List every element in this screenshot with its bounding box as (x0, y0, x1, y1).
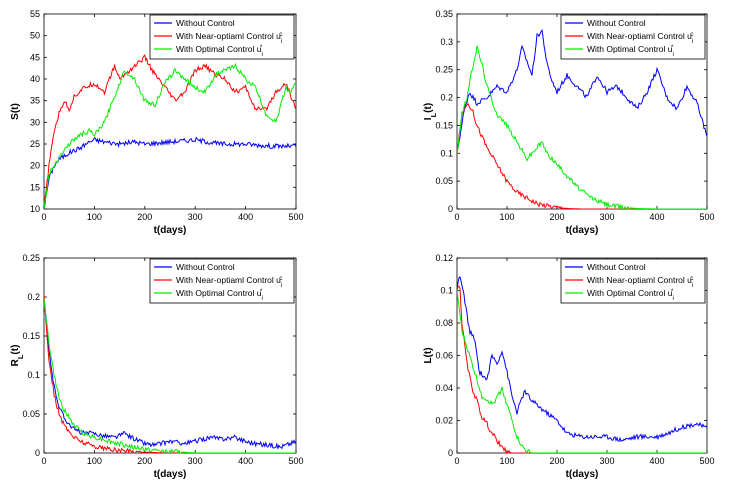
y-tick-label: 0.05 (22, 409, 40, 419)
series-line (44, 62, 296, 209)
legend-box (560, 14, 706, 60)
y-tick-label: 0.02 (435, 416, 453, 426)
y-tick-label: 15 (30, 182, 40, 192)
legend-entry: With Near-optiaml Control uic (587, 275, 694, 289)
series-line (457, 285, 707, 453)
y-tick-label: 10 (30, 204, 40, 214)
legend-entry: With Near-optiaml Control uic (176, 31, 283, 45)
y-tick-label: 0.2 (27, 292, 40, 302)
x-tick-label: 0 (454, 456, 459, 466)
legend-entry: Without Control (176, 262, 235, 272)
series-line (44, 54, 296, 209)
y-tick-label: 0.04 (435, 383, 453, 393)
x-tick-label: 300 (188, 212, 203, 222)
x-tick-label: 100 (87, 456, 102, 466)
y-tick-label: 0.3 (440, 37, 453, 47)
series-line (457, 28, 707, 152)
y-tick-label: 0.1 (440, 286, 453, 296)
series-line (457, 45, 707, 209)
x-axis-label: t(days) (154, 225, 187, 236)
series-line (44, 295, 296, 453)
x-tick-label: 400 (649, 212, 664, 222)
panel-susceptible-S: 0 100 200 300 400 500 10 15 20 25 30 35 40 45 50 55 t(da… (10, 9, 304, 236)
y-tick-label: 0.06 (435, 351, 453, 361)
legend-box (560, 258, 706, 304)
panel-latent-L: 0 100 200 300 400 500 0 0.02 0.04 0.06 0.08 0.1 0.12… (423, 253, 715, 480)
legend-entry: With Optimal Control ui* (587, 44, 674, 58)
y-axis-label: RL(t) (10, 345, 25, 367)
legend-entry: Without Control (587, 18, 646, 28)
x-tick-label: 200 (549, 212, 564, 222)
x-tick-label: 300 (599, 456, 614, 466)
legend-entry: With Optimal Control ui* (587, 288, 674, 302)
x-tick-label: 0 (454, 212, 459, 222)
legend-entry: Without Control (176, 18, 235, 28)
x-tick-label: 100 (499, 212, 514, 222)
legend-box (149, 14, 295, 60)
x-tick-label: 300 (188, 456, 203, 466)
y-tick-label: 0.25 (435, 65, 453, 75)
x-tick-label: 500 (699, 212, 714, 222)
legend-box (149, 258, 295, 304)
y-tick-label: 0.12 (435, 253, 453, 263)
legend-entry: Without Control (587, 262, 646, 272)
x-tick-label: 400 (238, 212, 253, 222)
series-line (44, 298, 296, 453)
x-axis-label: t(days) (566, 225, 599, 236)
x-tick-label: 500 (699, 456, 714, 466)
y-tick-label: 0.1 (27, 370, 40, 380)
series-line (44, 136, 296, 209)
y-tick-label: 40 (30, 74, 40, 84)
series-line (457, 288, 707, 453)
x-tick-label: 200 (137, 456, 152, 466)
y-tick-label: 0 (35, 448, 40, 458)
x-tick-label: 100 (87, 212, 102, 222)
y-tick-label: 0 (448, 204, 453, 214)
x-tick-label: 200 (549, 456, 564, 466)
legend-entry: With Optimal Control ui* (176, 288, 263, 302)
legend-entry: With Optimal Control ui* (176, 44, 263, 58)
y-tick-label: 55 (30, 9, 40, 19)
y-tick-label: 35 (30, 96, 40, 106)
y-tick-label: 45 (30, 52, 40, 62)
y-tick-label: 0.25 (22, 253, 40, 263)
x-tick-label: 0 (41, 456, 46, 466)
x-tick-label: 0 (41, 212, 46, 222)
x-tick-label: 500 (288, 456, 303, 466)
y-tick-label: 0 (448, 448, 453, 458)
x-tick-label: 100 (499, 456, 514, 466)
y-tick-label: 0.15 (435, 120, 453, 130)
y-tick-label: 20 (30, 161, 40, 171)
y-axis-label: S(t) (10, 103, 21, 120)
legend-entry: With Near-optiaml Control uic (587, 31, 694, 45)
legend-entry: With Near-optiaml Control uic (176, 275, 283, 289)
y-tick-label: 0.08 (435, 318, 453, 328)
panel-recovered-RL: 0 100 200 300 400 500 0 0.05 0.1 0.15 0.2 0.25 t(day… (10, 253, 304, 480)
y-tick-label: 0.05 (435, 176, 453, 186)
y-tick-label: 50 (30, 31, 40, 41)
y-tick-label: 0.35 (435, 9, 453, 19)
series-line (457, 276, 707, 443)
y-tick-label: 0.1 (440, 148, 453, 158)
y-tick-label: 0.2 (440, 93, 453, 103)
y-axis-label: IL(t) (423, 103, 438, 120)
y-tick-label: 0.15 (22, 331, 40, 341)
y-axis-label: L(t) (423, 347, 434, 363)
x-tick-label: 200 (137, 212, 152, 222)
y-tick-label: 30 (30, 117, 40, 127)
x-tick-label: 400 (238, 456, 253, 466)
x-tick-label: 400 (649, 456, 664, 466)
y-tick-label: 25 (30, 139, 40, 149)
panel-infected-IL: 0 100 200 300 400 500 0 0.05 0.1 0.15 0.2 0.25 0.3 0.… (423, 9, 715, 236)
x-axis-label: t(days) (566, 469, 599, 480)
series-line (457, 102, 707, 209)
x-axis-label: t(days) (154, 469, 187, 480)
x-tick-label: 300 (599, 212, 614, 222)
x-tick-label: 500 (288, 212, 303, 222)
